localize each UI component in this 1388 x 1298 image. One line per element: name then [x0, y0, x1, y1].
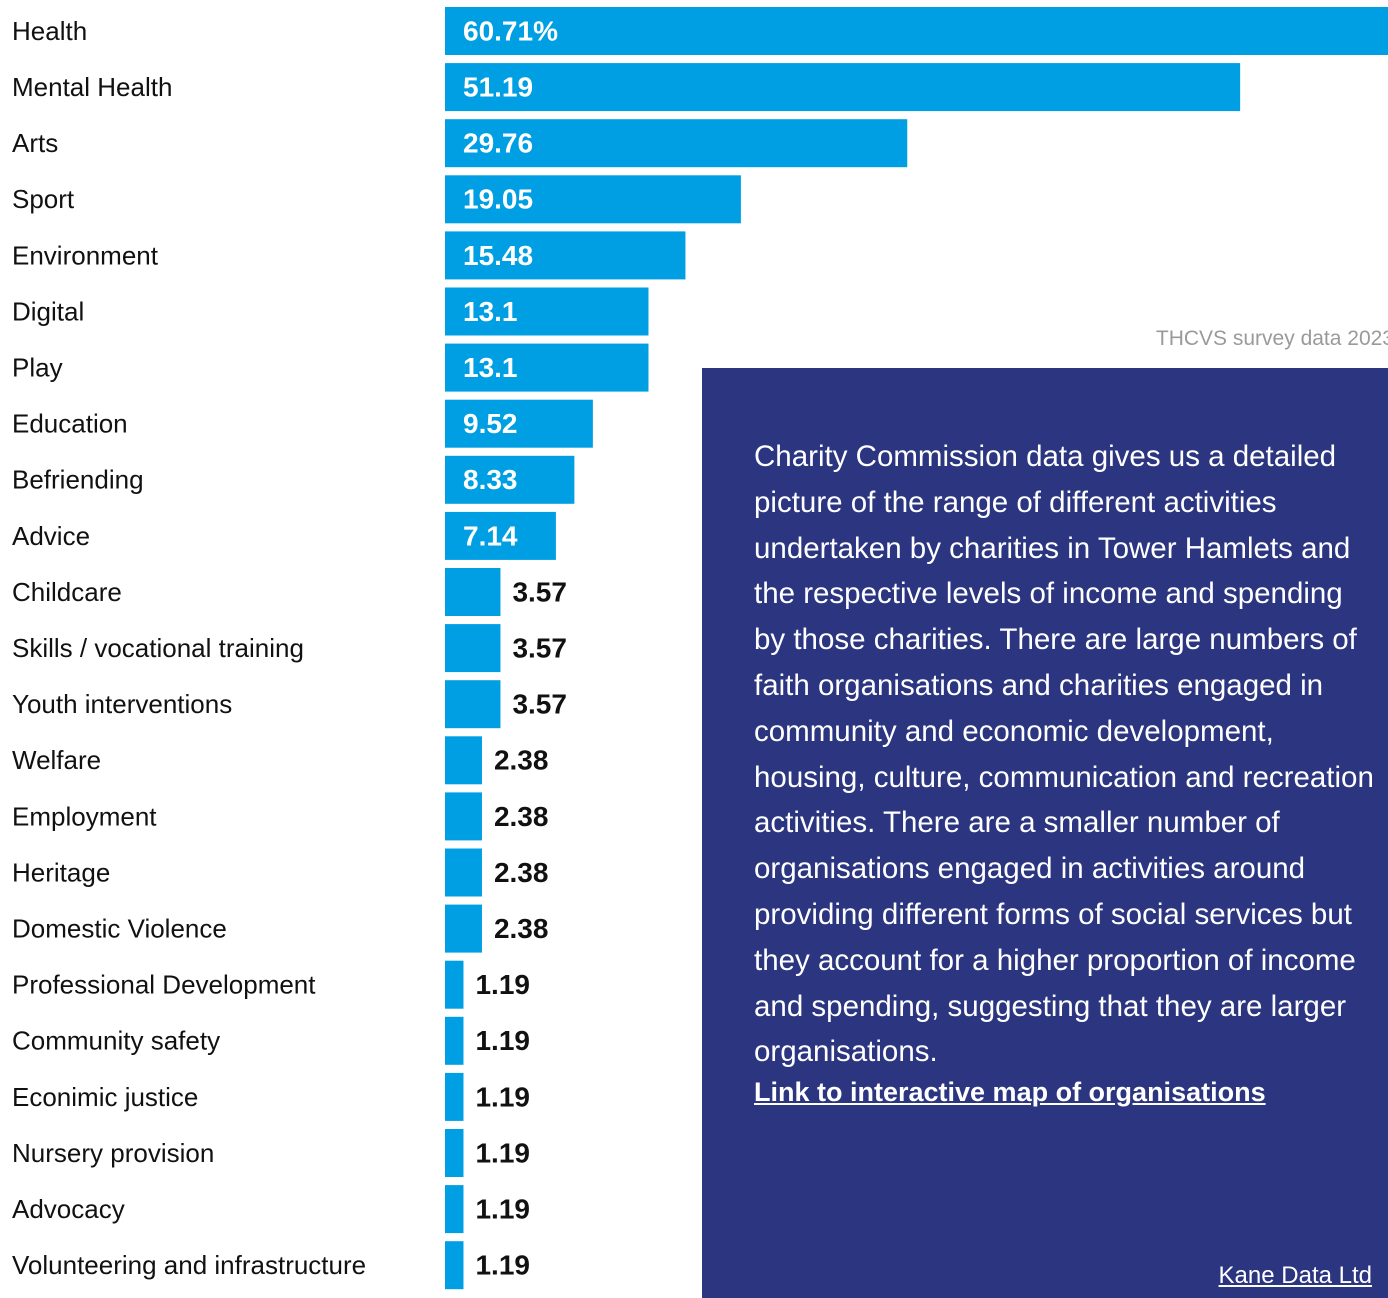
bar: [445, 624, 501, 673]
value-label: 2.38: [494, 857, 549, 888]
value-label: 1.19: [475, 1081, 530, 1112]
category-label: Health: [12, 16, 87, 46]
bar: [445, 680, 501, 729]
category-label: Volunteering and infrastructure: [12, 1250, 366, 1280]
category-label: Domestic Violence: [12, 913, 227, 943]
value-label: 7.14: [463, 520, 518, 551]
value-label: 3.57: [512, 689, 567, 720]
bar: [445, 455, 575, 504]
value-label: 15.48: [463, 240, 533, 271]
bar: [445, 960, 464, 1009]
bar: [445, 1129, 464, 1177]
value-label: 3.57: [512, 576, 567, 607]
category-label: Education: [12, 409, 128, 439]
value-label: 51.19: [463, 71, 533, 102]
value-label: 29.76: [463, 128, 533, 159]
category-label: Skills / vocational training: [12, 633, 304, 663]
bar: [445, 399, 593, 448]
category-label: Professional Development: [12, 970, 316, 1000]
bar: [445, 175, 741, 224]
value-label: 1.19: [475, 1193, 530, 1224]
credit-link[interactable]: Kane Data Ltd: [1218, 1262, 1372, 1289]
value-label: 3.57: [512, 632, 567, 663]
bar: [445, 1016, 464, 1065]
annotation-box: Charity Commission data gives us a detai…: [702, 368, 1388, 1298]
category-label: Mental Health: [12, 72, 172, 102]
value-label: 2.38: [494, 745, 549, 776]
value-label: 2.38: [494, 801, 549, 832]
value-label: 2.38: [494, 913, 549, 944]
bar: [445, 1241, 464, 1290]
category-label: Econimic justice: [12, 1082, 198, 1112]
value-label: 8.33: [463, 464, 518, 495]
annotation-text: Charity Commission data gives us a detai…: [754, 440, 1374, 1069]
value-label: 13.1: [463, 296, 518, 327]
bar: [445, 904, 482, 953]
category-label: Environment: [12, 240, 159, 270]
bar: [445, 287, 649, 336]
value-label: 1.19: [475, 1025, 530, 1056]
category-label: Youth interventions: [12, 689, 232, 719]
bar: [445, 1185, 464, 1234]
category-label: Digital: [12, 296, 84, 326]
bar: [445, 7, 1388, 55]
bar: [445, 511, 556, 560]
category-label: Advocacy: [12, 1194, 125, 1224]
bar: [445, 1072, 464, 1121]
category-label: Welfare: [12, 745, 101, 775]
bar: [445, 231, 686, 280]
category-label: Sport: [12, 184, 75, 214]
value-label: 9.52: [463, 408, 518, 439]
bar: [445, 848, 482, 897]
category-label: Befriending: [12, 465, 144, 495]
value-label: 1.19: [475, 1250, 530, 1281]
value-label: 19.05: [463, 184, 533, 215]
bar: [445, 343, 649, 392]
bar: [445, 119, 908, 168]
category-label: Childcare: [12, 577, 122, 607]
bar: [445, 63, 1241, 112]
category-label: Nursery provision: [12, 1138, 214, 1168]
category-label: Community safety: [12, 1026, 220, 1056]
bar: [445, 736, 482, 785]
value-label: 1.19: [475, 1137, 530, 1168]
category-label: Arts: [12, 128, 58, 158]
bar: [445, 568, 501, 616]
category-label: Heritage: [12, 857, 110, 887]
category-label: Employment: [12, 801, 157, 831]
value-label: 60.71%: [463, 15, 558, 46]
value-label: 13.1: [463, 352, 518, 383]
bar: [445, 792, 482, 841]
source-note: THCVS survey data 2023: [1155, 327, 1388, 350]
map-link[interactable]: Link to interactive map of organisations: [754, 1077, 1266, 1108]
category-label: Advice: [12, 521, 90, 551]
category-label: Play: [12, 352, 63, 382]
value-label: 1.19: [475, 969, 530, 1000]
